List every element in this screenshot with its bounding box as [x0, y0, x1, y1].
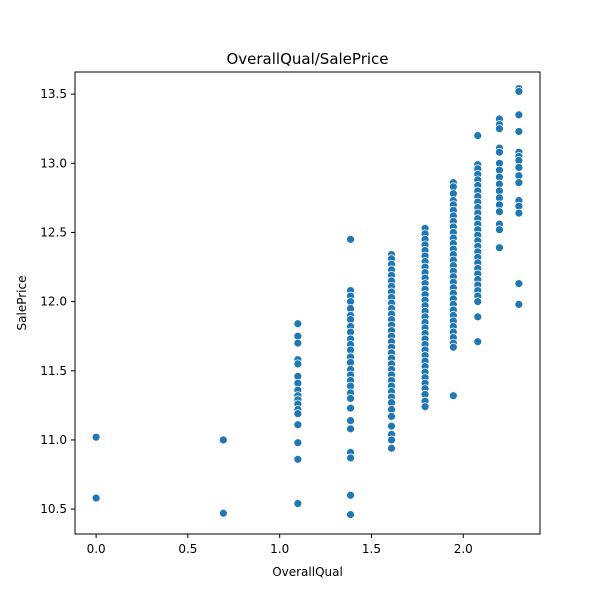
data-point: [346, 453, 355, 463]
data-point: [387, 443, 396, 453]
data-point: [514, 163, 524, 172]
data-point: [448, 391, 458, 401]
points-layer: [91, 84, 524, 520]
data-point: [514, 178, 524, 188]
data-point: [495, 207, 504, 217]
data-point: [473, 131, 483, 141]
data-point: [346, 510, 355, 520]
y-tick-label: 10.5: [40, 502, 67, 516]
data-point: [473, 297, 483, 307]
data-point: [514, 110, 524, 120]
data-point: [218, 435, 228, 445]
data-point: [387, 412, 396, 421]
data-point: [473, 337, 483, 347]
y-tick-label: 12.5: [40, 225, 67, 239]
data-point: [91, 493, 101, 503]
data-point: [346, 403, 355, 413]
x-axis-ticks: 0.0 0.5 1.0 1.5 2.0: [87, 534, 473, 556]
data-point: [293, 319, 303, 329]
data-point: [293, 499, 303, 508]
data-point: [293, 338, 303, 348]
data-point: [218, 508, 228, 518]
data-point: [495, 225, 504, 235]
data-point: [495, 147, 504, 157]
data-point: [346, 416, 355, 425]
data-point: [514, 208, 524, 218]
data-point: [420, 402, 430, 412]
data-point: [293, 359, 303, 369]
data-point: [495, 124, 504, 134]
data-point: [495, 243, 504, 253]
data-point: [91, 432, 101, 442]
data-point: [293, 438, 303, 448]
data-point: [514, 299, 524, 309]
data-point: [293, 409, 303, 419]
x-tick-label: 1.5: [362, 542, 381, 556]
y-tick-label: 13.0: [40, 156, 67, 170]
data-point: [346, 424, 355, 434]
y-tick-label: 11.0: [40, 433, 67, 447]
chart-title: OverallQual/SalePrice: [226, 50, 388, 68]
data-point: [514, 86, 524, 96]
data-point: [387, 421, 396, 431]
data-point: [346, 394, 355, 403]
data-point: [293, 420, 303, 430]
x-tick-label: 0.0: [87, 542, 106, 556]
y-tick-label: 11.5: [40, 364, 67, 378]
x-tick-label: 2.0: [454, 542, 473, 556]
data-point: [448, 342, 458, 352]
x-tick-label: 1.0: [270, 542, 289, 556]
data-point: [346, 234, 355, 244]
data-point: [387, 435, 396, 445]
data-point: [346, 490, 355, 500]
data-point: [514, 279, 524, 289]
y-axis-ticks: 10.5 11.0 11.5 12.0 12.5 13.0 13.5: [40, 87, 75, 516]
x-axis-label: OverallQual: [272, 565, 343, 579]
y-tick-label: 12.0: [40, 295, 67, 309]
y-axis-label: SalePrice: [15, 276, 29, 331]
y-tick-label: 13.5: [40, 87, 67, 101]
data-point: [293, 454, 303, 464]
data-point: [473, 312, 483, 322]
x-tick-label: 0.5: [178, 542, 197, 556]
data-point: [514, 127, 524, 136]
axes-frame: [74, 71, 541, 535]
